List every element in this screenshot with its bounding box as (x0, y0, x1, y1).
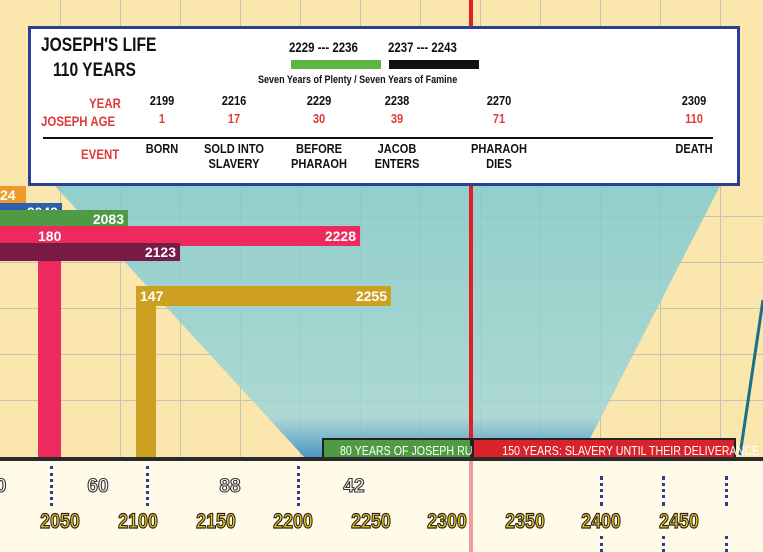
famine-range: 2237 --- 2243 (388, 39, 457, 55)
maroon-bar-end: 2123 (144, 244, 176, 260)
gold-bar-end: 2255 (355, 288, 387, 304)
event-year: 2309 (681, 93, 707, 108)
axis-tick-label: 2400 (581, 509, 622, 533)
axis-line (0, 457, 763, 461)
joseph-age: 39 (390, 111, 404, 126)
slavery-label: 150 YEARS: SLAVERY UNTIL THEIR DELIVERAN… (502, 443, 760, 458)
maroon-bar: 2123 (0, 243, 180, 261)
orange-bar: 24 (0, 186, 26, 203)
timeline-axis (0, 458, 763, 552)
orange-bar-end: 24 (0, 187, 16, 203)
panel-divider (43, 137, 713, 139)
duration-label: 0 (0, 475, 7, 497)
panel-subtitle: 110 YEARS (53, 60, 136, 81)
plenty-range: 2229 --- 2236 (289, 39, 358, 55)
tick-guide-2450 (725, 476, 728, 506)
event-column-sold: 2216 17 SOLD INTO SLAVERY (196, 93, 273, 171)
joseph-life-panel: JOSEPH'S LIFE 110 YEARS 2229 --- 2236 22… (28, 26, 740, 186)
event-name: JACOB (377, 141, 417, 156)
axis-tick-label: 2300 (427, 509, 468, 533)
green-bar-end: 2083 (92, 211, 124, 227)
red-marker-line-lower (469, 461, 473, 552)
event-row-label: EVENT (81, 146, 120, 162)
duration-label: 60 (87, 475, 109, 497)
event-name-line2: ENTERS (374, 156, 420, 171)
axis-tick-label: 2200 (273, 509, 314, 533)
gold-bar: 147 2255 (136, 286, 391, 306)
pink-bar-start: 180 (38, 228, 62, 244)
joseph-age: 110 (685, 111, 703, 126)
event-year: 2199 (149, 93, 175, 108)
axis-tick-label: 2350 (505, 509, 546, 533)
pink-bar: 180 2228 (0, 226, 360, 246)
event-name-line2: PHARAOH (291, 156, 347, 171)
green-bar: 2083 (0, 210, 128, 228)
tick-guide-2400 (600, 476, 603, 506)
duration-label: 42 (343, 475, 365, 497)
event-name: BEFORE (295, 141, 343, 156)
event-name-line2: DIES (486, 156, 512, 171)
axis-tick-label: 2100 (118, 509, 159, 533)
event-name: SOLD INTO (204, 141, 264, 156)
pink-bar-end: 2228 (324, 228, 356, 244)
red-marker-line (469, 0, 473, 552)
tick-guide-2200 (297, 466, 300, 506)
tick-guide-2425-low (662, 536, 665, 552)
tick-guide-2425 (662, 476, 665, 506)
joseph-age: 30 (312, 111, 326, 126)
axis-tick-label: 2250 (351, 509, 392, 533)
event-year: 2270 (486, 93, 512, 108)
event-name: PHARAOH (471, 141, 527, 156)
joseph-rule-label: 80 YEARS OF JOSEPH RULE (339, 443, 486, 458)
event-name: DEATH (675, 141, 713, 156)
tick-guide-2050 (50, 466, 53, 506)
axis-tick-label: 2050 (40, 509, 81, 533)
plenty-famine-caption: Seven Years of Plenty / Seven Years of F… (258, 74, 458, 86)
year-row-label: YEAR (89, 95, 121, 111)
event-year: 2229 (306, 93, 332, 108)
gold-stem (136, 300, 156, 458)
event-year: 2238 (384, 93, 410, 108)
axis-tick-label: 0 (0, 509, 25, 534)
gold-bar-start: 147 (140, 288, 164, 304)
joseph-age: 71 (492, 111, 506, 126)
duration-label: 88 (219, 475, 241, 497)
event-year: 2216 (221, 93, 247, 108)
event-column-pharaoh: 2229 30 BEFORE PHARAOH (281, 93, 358, 171)
event-name-line2: SLAVERY (208, 156, 260, 171)
panel-title: JOSEPH'S LIFE (41, 35, 157, 56)
tick-guide-2100 (146, 466, 149, 506)
event-column-jacob: 2238 39 JACOB ENTERS (359, 93, 436, 171)
age-row-label: JOSEPH AGE (41, 113, 116, 129)
tick-guide-2450-low (725, 536, 728, 552)
pink-stem (38, 244, 61, 458)
event-column-pharaoh-dies: 2270 71 PHARAOH DIES (461, 93, 538, 171)
event-name: BORN (145, 141, 179, 156)
axis-tick-label: 2150 (196, 509, 237, 533)
event-column-born: 2199 1 BORN (124, 93, 201, 156)
tick-guide-2400-low (600, 536, 603, 552)
joseph-age: 1 (158, 111, 166, 126)
event-column-death: 2309 110 DEATH (656, 93, 733, 156)
joseph-age: 17 (227, 111, 241, 126)
axis-tick-label: 2450 (659, 509, 700, 533)
plenty-swatch (291, 60, 381, 69)
famine-swatch (389, 60, 479, 69)
